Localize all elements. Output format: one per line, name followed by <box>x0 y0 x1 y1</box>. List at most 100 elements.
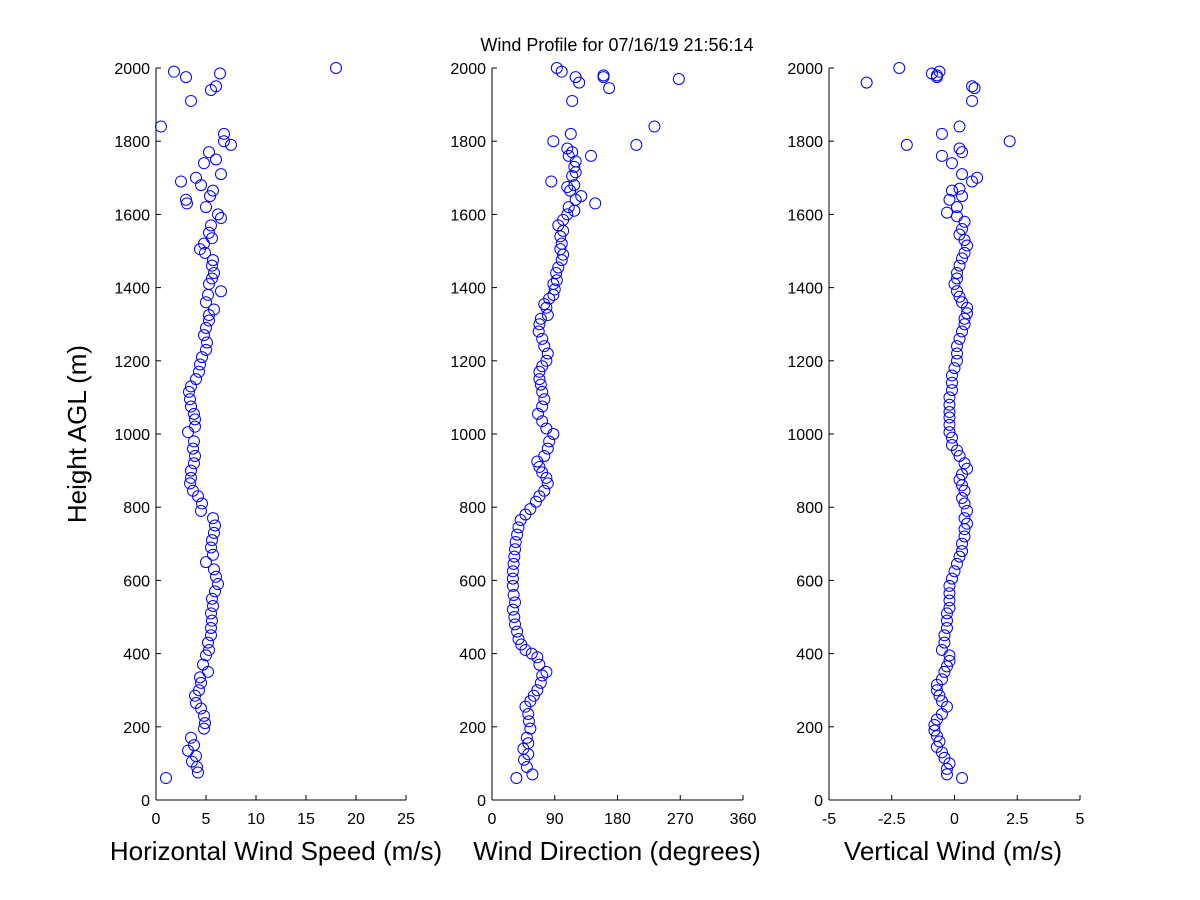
speed-data-point <box>203 643 215 656</box>
direction-data-point <box>520 761 533 774</box>
direction-y-tick-label: 200 <box>459 720 486 737</box>
vertical-y-tick-label: 1600 <box>787 207 823 224</box>
direction-y-tick-label: 400 <box>459 647 486 664</box>
speed-data-point <box>190 171 202 184</box>
direction-data-point <box>534 312 547 325</box>
direction-data-point <box>522 715 535 728</box>
speed-data-point <box>206 534 218 547</box>
vertical-data-point <box>953 259 966 272</box>
speed-x-tick-label: 10 <box>247 811 265 828</box>
vertical-data-point <box>943 426 956 439</box>
speed-y-tick-label: 800 <box>123 500 150 517</box>
direction-data-point <box>564 127 577 140</box>
speed-data-point <box>185 471 197 484</box>
speed-x-tick-label: 0 <box>152 811 161 828</box>
speed-data-point <box>212 208 224 221</box>
speed-data-point <box>195 676 207 689</box>
speed-data-point <box>188 457 200 470</box>
vertical-data-point <box>958 484 971 497</box>
direction-data-point <box>534 378 547 391</box>
speed-data-point <box>202 636 214 649</box>
speed-data-point <box>189 449 201 462</box>
speed-y-tick-label: 1000 <box>114 427 150 444</box>
direction-data-point <box>568 179 581 192</box>
vertical-data-point <box>951 272 964 285</box>
vertical-data-point <box>940 206 953 219</box>
vertical-x-tick-label: 5 <box>1076 811 1085 828</box>
direction-data-point <box>534 676 547 689</box>
direction-data-point <box>515 638 528 651</box>
speed-data-point <box>194 671 206 684</box>
speed-y-tick-label: 0 <box>141 793 150 810</box>
speed-data-point <box>182 426 194 439</box>
direction-data-point <box>507 557 520 570</box>
speed-data-point <box>204 190 216 203</box>
vertical-data-point <box>948 565 961 578</box>
vertical-data-point <box>966 80 979 93</box>
vertical-data-point <box>951 201 964 214</box>
direction-data-point <box>506 579 519 592</box>
vertical-data-point <box>938 636 951 649</box>
vertical-data-point <box>958 512 971 525</box>
vertical-data-point <box>945 184 958 197</box>
speed-data-point <box>198 709 210 722</box>
direction-data-point <box>562 149 575 162</box>
vertical-y-tick-label: 800 <box>796 500 823 517</box>
direction-data-point <box>508 550 521 563</box>
direction-x-axis-label: Wind Direction (degrees) <box>473 836 761 866</box>
vertical-data-point <box>956 296 969 309</box>
vertical-y-tick-label: 0 <box>814 793 823 810</box>
direction-data-point <box>532 407 545 420</box>
panel-direction: 0 200 400 600 800 1000 1200 1400 1600 1800 2000 0 90… <box>450 61 760 866</box>
speed-data-point <box>189 420 201 433</box>
speed-data-point <box>203 226 215 239</box>
vertical-data-point <box>933 689 946 702</box>
direction-y-tick-label: 1000 <box>450 427 486 444</box>
speed-data-point <box>206 232 218 245</box>
direction-data-point <box>506 603 519 616</box>
vertical-data-point <box>953 473 966 486</box>
vertical-data-point <box>956 168 969 181</box>
direction-y-tick-label: 1400 <box>450 281 486 298</box>
speed-data-point <box>193 684 205 697</box>
vertical-data-point <box>948 277 961 290</box>
speed-data-point <box>198 329 210 342</box>
direction-data-point <box>552 261 565 274</box>
speed-data-point <box>200 296 212 309</box>
vertical-data-point <box>956 223 969 236</box>
vertical-data-point <box>951 347 964 360</box>
direction-data-point <box>538 449 551 462</box>
vertical-data-point <box>953 290 966 303</box>
vertical-data-point <box>968 82 981 95</box>
speed-data-point <box>197 658 209 671</box>
vertical-data-point <box>900 138 913 151</box>
vertical-data-point <box>953 228 966 241</box>
direction-y-tick-label: 2000 <box>450 61 486 78</box>
speed-data-point <box>205 629 217 642</box>
vertical-data-point <box>951 266 964 279</box>
direction-data-point <box>555 237 568 250</box>
vertical-data-point <box>860 76 873 89</box>
speed-data-point <box>198 237 210 250</box>
vertical-data-point <box>938 629 951 642</box>
vertical-data-point <box>945 438 958 451</box>
vertical-data-point <box>940 621 953 634</box>
panel-vertical: 0 200 400 600 800 1000 1200 1400 1600 1800 2000 -5 -… <box>787 61 1084 866</box>
vertical-data-point <box>956 252 969 265</box>
vertical-y-tick-label: 200 <box>796 720 823 737</box>
speed-x-tick-label: 15 <box>297 811 315 828</box>
speed-data-point <box>185 94 197 107</box>
speed-data-point <box>192 766 204 779</box>
direction-y-tick-label: 800 <box>459 500 486 517</box>
vertical-data-point <box>945 157 958 170</box>
direction-data-point <box>541 309 554 322</box>
direction-data-point <box>536 466 549 479</box>
vertical-data-point <box>961 517 974 530</box>
vertical-data-point <box>935 695 948 708</box>
vertical-data-point <box>943 587 956 600</box>
speed-y-tick-label: 1400 <box>114 281 150 298</box>
speed-y-tick-label: 1800 <box>114 134 150 151</box>
speed-data-point <box>190 697 202 710</box>
speed-data-point <box>195 504 207 517</box>
